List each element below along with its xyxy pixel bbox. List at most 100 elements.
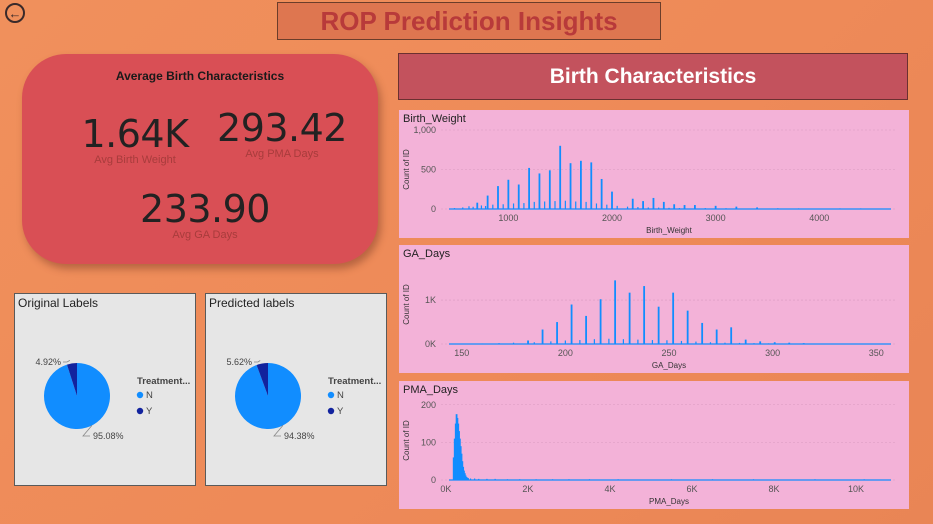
histogram-bar [701,322,704,344]
histogram-bar [498,343,500,344]
histogram-bar [662,201,665,209]
kpi-value: 233.90 [140,187,270,231]
histogram-bar [714,205,717,209]
histogram-bar [497,186,499,209]
histogram-bar [544,201,546,209]
histogram-bar [554,201,556,209]
histogram-bar [486,478,488,480]
histogram-bar [472,206,474,209]
histogram-bar [788,342,791,344]
kpi-value: 293.42 [217,106,347,150]
pie-slice-y [256,363,268,396]
histogram-bar [730,327,733,344]
histogram-bar [579,340,581,344]
histogram-bar [680,340,683,344]
x-tick-label: 4K [604,484,615,494]
back-arrow-icon[interactable]: ← [5,3,25,23]
histogram-bar [533,201,535,209]
histogram-bar [535,479,537,480]
kpi-label: Avg Birth Weight [94,154,176,166]
pie-slice-n [43,363,110,429]
histogram-bar [468,206,470,209]
histogram-bar [651,340,654,344]
birth-weight-chart: 0 500 1,000 1000 2000 3000 4000 Birth_Weight Cou… [402,125,897,235]
pie-chart-predicted: 5.62% 94.38% Treatment... NY [226,357,381,441]
x-tick-label: 4000 [809,213,829,223]
histogram-bar [568,479,570,480]
x-tick-label: 0K [440,484,451,494]
histogram-bar [469,478,472,480]
histogram-bar [467,478,469,480]
histogram-bar [839,208,841,209]
legend-marker-n [327,391,335,399]
histogram-bar [614,280,617,344]
histogram-bar [616,205,618,209]
histogram-bar [759,341,762,344]
x-tick-label: 2000 [602,213,622,223]
pie-data-label: 94.38% [284,431,315,441]
histogram-bar [686,310,689,344]
histogram-bar [550,341,552,344]
x-tick-label: 200 [558,348,573,358]
histogram-bar [569,163,572,209]
histogram-bar [744,339,747,344]
histogram-bar [556,322,558,344]
histogram-bar [670,479,673,480]
histogram-bar [494,478,496,480]
histogram-bar [814,479,816,480]
histogram-bar [462,207,464,209]
histogram-bar [637,207,639,209]
pma-days-histogram: PMA_Days 0 100 200 0K 2K 4K 6K 8K 10K PMA_Days Cou… [399,381,909,509]
histogram-bar [704,208,706,209]
pie-data-label: 5.62% [226,357,252,367]
histogram-bar [481,343,484,344]
x-tick-label: 350 [869,348,884,358]
histogram-bar [585,201,587,209]
x-tick-label: 1000 [498,213,518,223]
x-tick-label: 6K [686,484,697,494]
histogram-bar [564,340,566,344]
histogram-bar [802,343,805,344]
x-tick-label: 150 [454,348,469,358]
histogram-bar [738,342,741,344]
histogram-bar [753,343,755,344]
histogram-bar [637,339,639,344]
histogram-bar [658,207,660,209]
y-axis-label: Count of ID [402,284,411,325]
histogram-bar [777,208,779,209]
histogram-bar [860,208,862,209]
histogram-bar [725,208,727,209]
kpi-card: Average Birth Characteristics 1.64K Avg … [22,54,378,264]
histogram-bar [478,478,480,480]
y-tick-label: 0 [431,475,436,485]
histogram-bar [678,208,680,209]
histogram-bar [735,206,738,209]
y-tick-label: 200 [421,400,436,410]
pie-panel-predicted: Predicted labels 5.62% 94.38% Treatment...… [205,293,387,486]
histogram-bar [672,292,675,344]
kpi-avg-ga-days: 233.90 Avg GA Days [130,190,280,241]
histogram-bar [519,479,521,480]
birth-weight-histogram: Birth_Weight 0 500 1,000 1000 2000 3000 4000 Bi… [399,110,909,238]
histogram-bar [797,208,800,209]
histogram-bar [642,201,644,209]
legend-label: N [146,390,153,401]
histogram-bar [673,204,676,209]
pie-slice-n [234,363,301,429]
histogram-bar [724,342,726,344]
histogram-bar [533,342,535,344]
pie-leader-line [82,425,93,437]
histogram-bar [474,478,476,480]
histogram-bar [548,170,551,209]
histogram-bar [773,342,776,344]
x-tick-label: 8K [768,484,779,494]
histogram-bar [752,479,755,480]
y-axis-label: Count of ID [402,149,411,190]
pie-slice-y [66,363,77,396]
x-tick-label: 3000 [706,213,726,223]
chart-title: GA_Days [403,248,451,260]
histogram-bar [595,203,598,209]
histogram-bar [756,207,758,209]
histogram-bar [709,342,712,344]
histogram-bar [617,479,619,480]
